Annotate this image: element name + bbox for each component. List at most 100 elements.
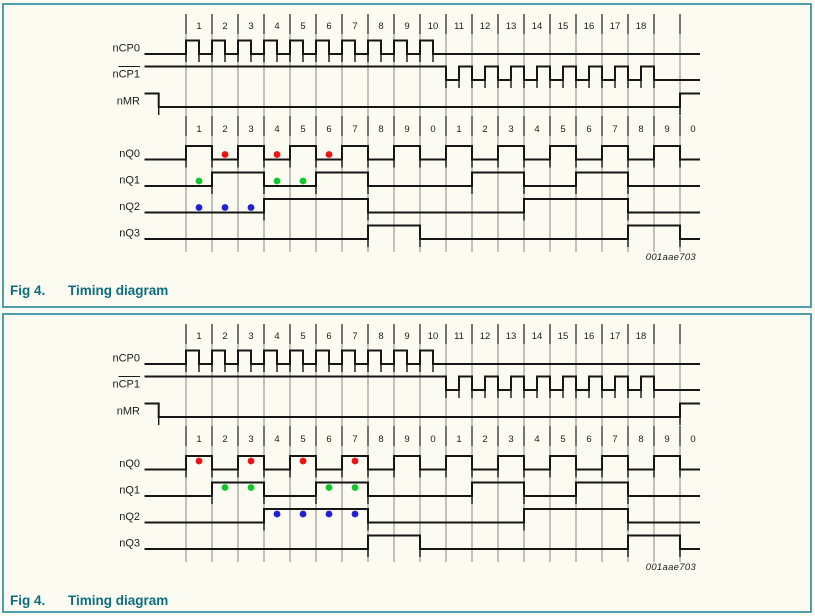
green-marker-dot — [299, 177, 307, 185]
clock-number: 7 — [352, 331, 357, 342]
signal-label-nCP0: nCP0 — [112, 43, 140, 55]
count-number: 2 — [482, 124, 487, 135]
signal-label-nQ2: nQ2 — [119, 511, 140, 523]
signal-label-nCP0: nCP0 — [112, 353, 140, 365]
clock-number: 9 — [404, 21, 409, 32]
signal-label-nQ3: nQ3 — [119, 228, 140, 240]
count-number: 2 — [482, 434, 487, 445]
clock-number: 16 — [584, 21, 595, 32]
signal-label-nQ1: nQ1 — [119, 175, 140, 187]
red-marker-dot — [221, 151, 229, 158]
count-number: 0 — [690, 434, 695, 445]
signal-trace-nQ2 — [144, 508, 700, 524]
count-number: 4 — [274, 434, 279, 445]
blue-marker-dot — [221, 204, 229, 211]
count-number: 6 — [586, 434, 591, 445]
signal-label-nQ0: nQ0 — [119, 148, 140, 160]
count-number: 7 — [352, 124, 357, 135]
clock-number: 12 — [480, 331, 491, 342]
count-number: 5 — [560, 434, 565, 445]
red-marker-dot — [247, 457, 255, 465]
clock-number: 17 — [610, 21, 621, 32]
clock-number: 3 — [248, 331, 253, 342]
clock-number: 16 — [584, 331, 595, 342]
clock-number: 11 — [454, 331, 464, 342]
red-marker-dot — [351, 457, 359, 465]
signal-label-nQ0: nQ0 — [119, 458, 140, 470]
count-number: 1 — [456, 434, 461, 445]
clock-number: 1 — [196, 331, 201, 342]
green-marker-dot — [325, 484, 333, 491]
count-number: 4 — [274, 124, 279, 135]
count-number: 6 — [326, 434, 331, 445]
red-marker-dot — [195, 457, 203, 465]
count-number: 9 — [404, 124, 409, 135]
count-number: 4 — [534, 434, 539, 445]
count-number: 3 — [248, 124, 253, 135]
clock-number: 8 — [378, 21, 383, 32]
clock-number: 12 — [480, 21, 491, 32]
blue-marker-dot — [247, 204, 255, 211]
timing-diagram: 1 2 3 4 5 6 7 8 9 10 11 12 13 14 15 16 17 181 2 3 4 5 6 7 8 9 0 1 2 3… — [112, 14, 700, 252]
timing-diagram: 1 2 3 4 5 6 7 8 9 10 11 12 13 14 15 16 17 181 2 3 4 5 6 7 8 9 0 1 2 3… — [112, 324, 700, 562]
count-number: 9 — [664, 124, 669, 135]
signal-trace-nCP0 — [144, 39, 700, 55]
red-marker-dot — [299, 457, 307, 465]
count-number: 8 — [638, 124, 643, 135]
green-marker-dot — [351, 484, 359, 491]
red-marker-dot — [273, 151, 281, 158]
count-number: 4 — [534, 124, 539, 135]
count-number: 5 — [300, 434, 305, 445]
count-number: 5 — [300, 124, 305, 135]
clock-number: 13 — [506, 331, 517, 342]
signal-trace-nMR — [144, 92, 700, 108]
signal-trace-nQ3 — [144, 224, 700, 240]
count-number: 3 — [508, 124, 513, 135]
red-marker-dot — [325, 151, 333, 158]
clock-number: 3 — [248, 21, 253, 32]
clock-number: 5 — [300, 21, 305, 32]
clock-number: 5 — [300, 331, 305, 342]
signal-label-nCP1: nCP1 — [112, 69, 140, 81]
clock-number: 7 — [352, 21, 357, 32]
count-number: 5 — [560, 124, 565, 135]
blue-marker-dot — [195, 204, 203, 211]
signal-trace-nMR — [144, 402, 700, 418]
figure-title: Timing diagram — [68, 283, 169, 298]
signal-label-nCP1: nCP1 — [112, 379, 140, 391]
count-number: 9 — [664, 434, 669, 445]
clock-number: 4 — [274, 331, 279, 342]
count-number: 2 — [222, 434, 227, 445]
clock-number: 18 — [636, 21, 647, 32]
blue-marker-dot — [325, 510, 333, 518]
signal-trace-nCP1 — [144, 375, 700, 391]
signal-label-nQ2: nQ2 — [119, 201, 140, 213]
count-number: 0 — [430, 434, 435, 445]
clock-number: 1 — [196, 21, 201, 32]
count-number: 3 — [248, 434, 253, 445]
count-number: 1 — [196, 124, 201, 135]
signal-trace-nQ1 — [144, 171, 700, 187]
count-number: 7 — [612, 434, 617, 445]
clock-number: 2 — [222, 331, 227, 342]
count-number: 9 — [404, 434, 409, 445]
figure-label: Fig 4. — [10, 283, 46, 298]
signal-trace-nCP0 — [144, 349, 700, 365]
signal-label-nMR: nMR — [117, 406, 140, 418]
count-number: 0 — [690, 124, 695, 135]
count-number: 8 — [378, 434, 383, 445]
clock-number: 6 — [326, 331, 331, 342]
signal-trace-nCP1 — [144, 65, 700, 81]
count-number: 6 — [586, 124, 591, 135]
clock-number: 14 — [532, 331, 543, 342]
green-marker-dot — [221, 484, 229, 491]
blue-marker-dot — [299, 510, 307, 518]
green-marker-dot — [273, 177, 281, 185]
figure-panel-2: 1 2 3 4 5 6 7 8 9 10 11 12 13 14 15 16 17 18 1 2 3 4 5 6 7 8 9 0 1 2 3… — [2, 313, 812, 613]
clock-number: 14 — [532, 21, 543, 32]
count-number: 8 — [378, 124, 383, 135]
signal-label-nQ3: nQ3 — [119, 538, 140, 550]
count-number: 1 — [456, 124, 461, 135]
clock-number: 10 — [428, 21, 439, 32]
count-number: 0 — [430, 124, 435, 135]
